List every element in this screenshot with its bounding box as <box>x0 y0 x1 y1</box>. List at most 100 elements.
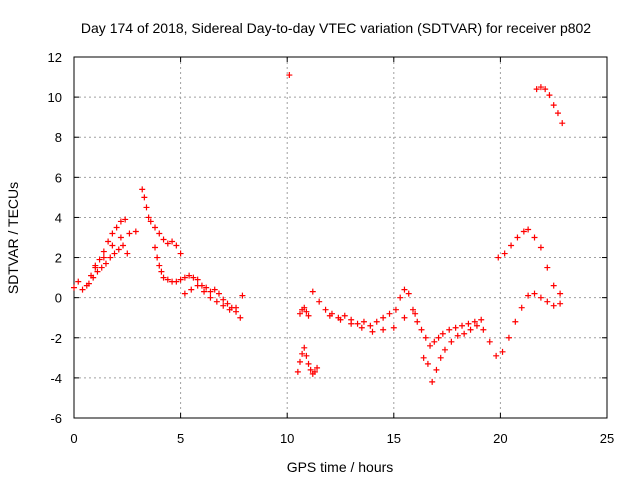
data-point <box>299 350 306 357</box>
x-axis-label: GPS time / hours <box>287 459 394 475</box>
data-point <box>401 286 408 293</box>
series-arc-6 <box>420 290 564 385</box>
data-point <box>431 338 438 345</box>
data-point <box>94 268 101 275</box>
data-point <box>525 292 532 299</box>
data-point <box>120 242 127 249</box>
data-point <box>390 324 397 331</box>
data-point <box>459 322 466 329</box>
series-arc-7 <box>495 226 564 297</box>
data-point <box>495 254 502 261</box>
data-point <box>422 334 429 341</box>
x-tick-label: 25 <box>600 431 614 446</box>
data-point <box>107 254 114 261</box>
data-point <box>296 310 303 317</box>
data-point <box>145 214 152 221</box>
data-point <box>424 360 431 367</box>
data-point <box>177 276 184 283</box>
data-point <box>550 282 557 289</box>
data-point <box>188 286 195 293</box>
data-point <box>559 120 566 127</box>
data-point <box>305 360 312 367</box>
data-point <box>113 224 120 231</box>
data-point <box>79 286 86 293</box>
data-point <box>226 306 233 313</box>
data-point <box>92 262 99 269</box>
data-point <box>109 230 116 237</box>
data-point <box>143 204 150 211</box>
data-point <box>514 234 521 241</box>
series-arc-4 <box>294 304 321 377</box>
data-point <box>446 326 453 333</box>
data-point <box>102 260 109 267</box>
data-point <box>512 318 519 325</box>
data-point <box>139 186 146 193</box>
data-point <box>520 228 527 235</box>
y-tick-label: 0 <box>55 291 62 306</box>
data-point <box>164 276 171 283</box>
data-point <box>471 318 478 325</box>
data-point <box>303 352 310 359</box>
data-point <box>96 256 103 263</box>
data-point <box>554 110 561 117</box>
data-point <box>305 312 312 319</box>
data-point <box>467 326 474 333</box>
data-point <box>194 282 201 289</box>
data-point <box>239 292 246 299</box>
data-point <box>152 244 159 251</box>
data-point <box>301 304 308 311</box>
data-point <box>75 278 82 285</box>
data-point <box>501 250 508 257</box>
data-point <box>478 316 485 323</box>
series-arc-8 <box>533 84 566 127</box>
data-point <box>105 238 112 245</box>
data-point <box>90 274 97 281</box>
x-tick-label: 20 <box>493 431 507 446</box>
data-point <box>448 338 455 345</box>
data-point <box>207 294 214 301</box>
data-point <box>544 264 551 271</box>
data-point <box>537 244 544 251</box>
data-point <box>465 320 472 327</box>
data-point <box>499 348 506 355</box>
data-point <box>473 322 480 329</box>
x-tick-label: 5 <box>177 431 184 446</box>
data-point <box>233 304 240 311</box>
data-point <box>418 326 425 333</box>
x-tick-label: 0 <box>70 431 77 446</box>
data-point <box>111 250 118 257</box>
data-point <box>380 314 387 321</box>
data-point <box>348 320 355 327</box>
data-point <box>461 330 468 337</box>
data-point <box>237 314 244 321</box>
data-point <box>158 268 165 275</box>
data-point <box>85 280 92 287</box>
data-point <box>397 294 404 301</box>
data-point <box>122 216 129 223</box>
data-point <box>311 368 318 375</box>
data-point <box>412 310 419 317</box>
data-point <box>132 228 139 235</box>
data-point <box>160 274 167 281</box>
data-point <box>386 310 393 317</box>
data-point <box>437 354 444 361</box>
data-point <box>367 322 374 329</box>
data-point <box>369 328 376 335</box>
data-point <box>316 298 323 305</box>
data-point <box>160 236 167 243</box>
data-point <box>124 250 131 257</box>
series-arc-5 <box>309 286 485 349</box>
data-point <box>441 346 448 353</box>
data-point <box>550 102 557 109</box>
data-point <box>337 316 344 323</box>
data-point <box>100 248 107 255</box>
data-point <box>98 264 105 271</box>
data-point <box>525 226 532 233</box>
data-point <box>154 254 161 261</box>
data-point <box>414 318 421 325</box>
data-point <box>224 300 231 307</box>
data-point <box>117 218 124 225</box>
data-point <box>152 224 159 231</box>
data-point <box>71 284 77 291</box>
